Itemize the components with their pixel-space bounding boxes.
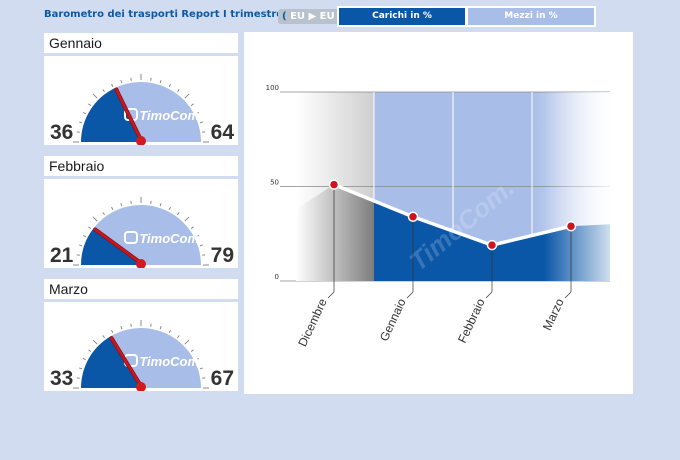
- x-tick-label: Gennaio: [377, 296, 409, 343]
- gauge-tick: [92, 93, 98, 99]
- gauge-loads-value: 33: [50, 367, 74, 390]
- data-point: [486, 239, 498, 251]
- gauge-marzo: TimoCom. 33 67: [44, 302, 238, 391]
- gauge-loads-sector: [81, 87, 141, 142]
- gauge-tick: [92, 216, 98, 222]
- gauge-loads-sector: [81, 336, 141, 388]
- gauge-tick: [82, 358, 86, 361]
- label-leader: [564, 291, 572, 299]
- gauge-trucks-sector: [93, 204, 201, 265]
- gauge-tick: [92, 339, 98, 345]
- gauge-needle-hub: [136, 382, 146, 391]
- view-tabs: Carichi in % Mezzi in %: [337, 6, 596, 27]
- month-label-marzo: Marzo: [44, 279, 238, 299]
- gauge-trucks-value: 67: [210, 367, 234, 390]
- gauge-tick: [82, 112, 86, 115]
- gauge-graphic: TimoCom.: [73, 197, 209, 268]
- gauge-graphic: TimoCom.: [73, 320, 209, 391]
- x-tick-label: Marzo: [540, 296, 567, 332]
- gauge-tick: [88, 226, 92, 229]
- gauge-tick: [168, 83, 171, 87]
- gauge-tick: [196, 358, 200, 361]
- gauge-tick: [177, 335, 180, 339]
- label-leader: [327, 291, 335, 299]
- gauge-tick: [111, 206, 114, 210]
- gauge-gennaio: TimoCom. 36 64: [44, 56, 238, 145]
- gauge-tick: [177, 89, 180, 93]
- gauge-febbraio: TimoCom. 21 79: [44, 179, 238, 268]
- gauge-loads-sector: [81, 228, 141, 265]
- gauge-tick: [111, 329, 114, 333]
- gauge-tick: [159, 326, 162, 330]
- x-tick-label: Febbraio: [455, 296, 488, 345]
- gauge-tick: [120, 326, 123, 330]
- loads-trend-chart: 0 50 100 TimoCom. Dicembre Gennaio Febbraio Mar…: [244, 32, 633, 394]
- gauge-tick: [79, 121, 83, 124]
- gauge-needle: [93, 228, 143, 265]
- report-title: Barometro dei trasporti Report I trimest…: [44, 9, 315, 20]
- data-point: [565, 220, 577, 232]
- gauge-tick: [199, 121, 203, 124]
- route-label: EU ▶ EU: [290, 11, 335, 22]
- gauge-tick: [199, 244, 203, 247]
- label-leader: [406, 291, 414, 299]
- y-tick-label: 50: [270, 179, 279, 187]
- y-tick-label: 0: [275, 273, 279, 281]
- gauge-tick: [79, 244, 83, 247]
- gauge-tick: [79, 367, 83, 370]
- gauge-tick: [196, 112, 200, 115]
- gauge-loads-value: 36: [50, 121, 74, 144]
- gauge-tick: [168, 206, 171, 210]
- loads-line: [333, 182, 572, 247]
- gauge-tick: [88, 103, 92, 106]
- gauge-tick: [159, 80, 162, 84]
- y-tick-label: 100: [266, 84, 279, 92]
- gauge-tick: [88, 349, 92, 352]
- month-label-febbraio: Febbraio: [44, 156, 238, 176]
- gauge-tick: [102, 89, 105, 93]
- gauge-tick: [190, 349, 194, 352]
- gauge-tick: [196, 235, 200, 238]
- area-fade: [544, 92, 610, 281]
- gauge-tick: [168, 329, 171, 333]
- gauge-needle-hub: [136, 259, 146, 268]
- gauge-tick: [190, 226, 194, 229]
- gauge-tick: [111, 83, 114, 87]
- gauge-needle: [115, 88, 143, 142]
- gauge-graphic: TimoCom.: [73, 74, 209, 145]
- timocom-logo: TimoCom.: [139, 108, 202, 123]
- gauge-tick: [184, 339, 190, 345]
- timocom-logo: TimoCom.: [139, 231, 202, 246]
- gauge-loads-value: 21: [50, 244, 74, 267]
- gauge-trucks-value: 79: [210, 244, 234, 267]
- gauge-needle: [110, 336, 143, 388]
- timocom-logo: TimoCom.: [139, 354, 202, 369]
- month-label-gennaio: Gennaio: [44, 33, 238, 53]
- data-point: [328, 179, 340, 190]
- data-point: [407, 211, 419, 222]
- gauge-tick: [120, 80, 123, 84]
- gauge-tick: [184, 216, 190, 222]
- gauge-tick: [120, 203, 123, 207]
- timocom-logo-mark: [124, 231, 138, 244]
- gauge-tick: [184, 93, 190, 99]
- past-area: [296, 184, 374, 281]
- label-leader: [485, 291, 493, 299]
- gauge-tick: [159, 203, 162, 207]
- gauge-trucks-value: 64: [210, 121, 234, 144]
- gauge-tick: [102, 335, 105, 339]
- tab-loads[interactable]: Carichi in %: [339, 8, 465, 25]
- tab-trucks[interactable]: Mezzi in %: [468, 8, 594, 25]
- gauge-tick: [102, 212, 105, 216]
- gauge-tick: [199, 367, 203, 370]
- gauge-tick: [82, 235, 86, 238]
- x-tick-label: Dicembre: [295, 296, 330, 349]
- route-open-paren: (: [282, 11, 287, 22]
- gauge-tick: [190, 103, 194, 106]
- gauge-tick: [177, 212, 180, 216]
- gauge-needle-hub: [136, 136, 146, 145]
